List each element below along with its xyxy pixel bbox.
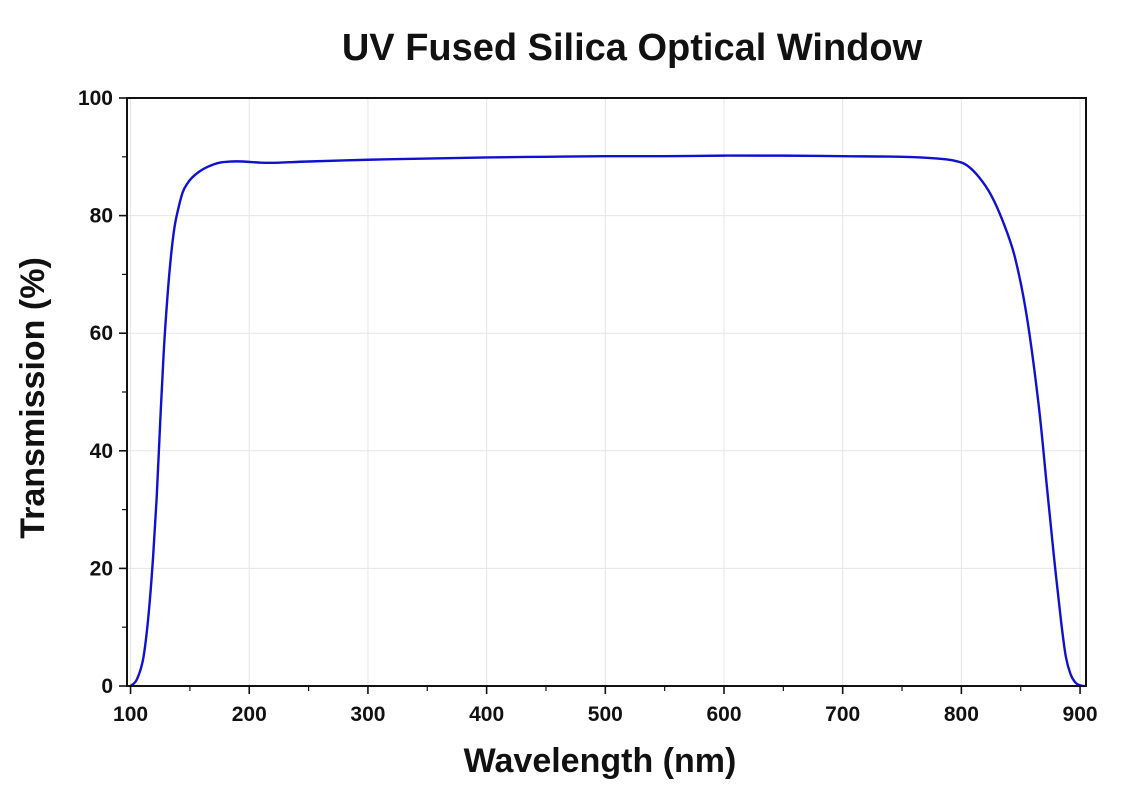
x-tick-label: 800	[944, 703, 979, 726]
x-tick-label: 100	[113, 703, 148, 726]
x-axis-title: Wavelength (nm)	[464, 742, 737, 780]
x-tick-label: 600	[706, 703, 741, 726]
y-tick-labels: 0 20 40 60 80 100	[78, 87, 113, 698]
major-ticks	[119, 97, 1081, 694]
y-tick-label: 60	[90, 322, 113, 345]
y-tick-label: 80	[90, 205, 113, 228]
transmission-series-line	[129, 154, 1085, 688]
y-axis-title: Transmission (%)	[14, 257, 52, 539]
y-tick-label: 20	[90, 557, 113, 580]
grid-lines	[127, 97, 1086, 687]
y-tick-label: 0	[101, 675, 113, 698]
x-tick-label: 500	[588, 703, 623, 726]
x-tick-labels: 100 200 300 400 500 600 700 800 900	[113, 703, 1098, 726]
y-tick-label: 40	[90, 440, 113, 463]
x-tick-label: 300	[350, 703, 385, 726]
chart-title: UV Fused Silica Optical Window	[342, 27, 923, 69]
y-tick-label: 100	[78, 87, 113, 110]
plot-frame	[126, 97, 1087, 687]
minor-ticks	[122, 156, 1022, 691]
x-tick-label: 700	[825, 703, 860, 726]
x-tick-label: 900	[1063, 703, 1098, 726]
x-tick-label: 200	[232, 703, 267, 726]
x-tick-label: 400	[469, 703, 504, 726]
